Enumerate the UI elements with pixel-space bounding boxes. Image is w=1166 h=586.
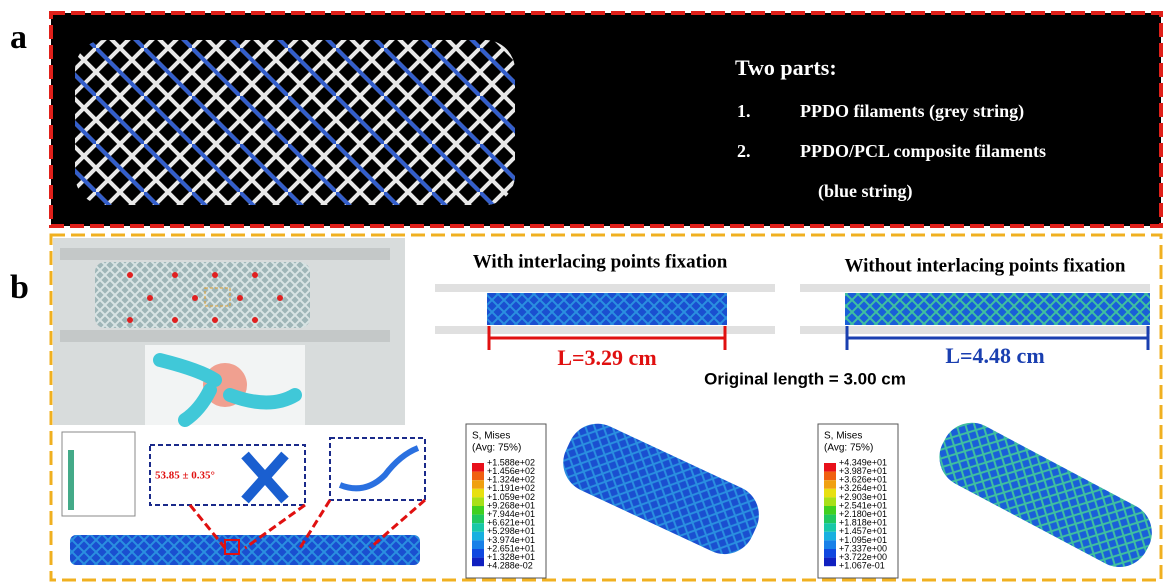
braid-detail [62, 432, 425, 565]
legend-swatch [472, 497, 484, 506]
legend-swatch [472, 549, 484, 558]
legend-swatch [472, 480, 484, 489]
legend-swatch [472, 540, 484, 549]
item-number: 2. [737, 141, 751, 161]
legend-swatch [472, 523, 484, 532]
item-text: (blue string) [818, 181, 913, 202]
legend-swatch [824, 532, 836, 541]
legend-swatch [472, 472, 484, 481]
angle-label: 53.85 ± 0.35° [155, 470, 215, 482]
legend-swatch [824, 506, 836, 515]
compressed-stent-with [435, 284, 775, 350]
condition-title: Without interlacing points fixation [845, 255, 1126, 276]
legend-title: S, Mises [472, 431, 510, 442]
page: {"panel_a": {"label": "a", "heading": "T… [0, 0, 1166, 586]
legend-subtitle: (Avg: 75%) [824, 443, 873, 454]
figure: a Two parts: 1. PPDO filaments (grey str… [0, 0, 1166, 586]
item-text: PPDO filaments (grey string) [800, 101, 1024, 122]
legend-subtitle: (Avg: 75%) [472, 443, 521, 454]
compressed-stent-without [800, 284, 1150, 350]
panel-label: b [10, 269, 29, 306]
legend-swatch [824, 523, 836, 532]
legend-swatch [824, 497, 836, 506]
original-length: Original length = 3.00 cm [704, 369, 906, 388]
heading: Two parts: [735, 55, 837, 80]
fixation-render [53, 238, 405, 425]
legend-swatch [824, 480, 836, 489]
legend-swatch [824, 515, 836, 524]
legend-swatch [824, 549, 836, 558]
legend-value: +4.288e-02 [487, 561, 533, 571]
stent-illustration [75, 40, 515, 205]
legend-title: S, Mises [824, 431, 862, 442]
deformed-stent [553, 414, 768, 564]
length-label: L=4.48 cm [945, 343, 1044, 368]
legend-swatch [472, 489, 484, 498]
deformed-stent [929, 412, 1163, 577]
legend-swatch [824, 472, 836, 481]
legend-swatch [824, 540, 836, 549]
length-label: L=3.29 cm [557, 345, 656, 370]
legend-swatch [472, 558, 484, 567]
legend-value: +1.067e-01 [839, 561, 885, 571]
legend-swatch [472, 463, 484, 472]
legend-swatch [824, 489, 836, 498]
item-number: 1. [737, 101, 751, 121]
legend-swatch [472, 506, 484, 515]
legend-swatch [472, 532, 484, 541]
item-text: PPDO/PCL composite filaments [800, 141, 1046, 161]
legend-swatch [824, 558, 836, 567]
legend-swatch [824, 463, 836, 472]
condition-title: With interlacing points fixation [473, 251, 728, 272]
panel-label: a [10, 19, 27, 56]
legend-swatch [472, 515, 484, 524]
